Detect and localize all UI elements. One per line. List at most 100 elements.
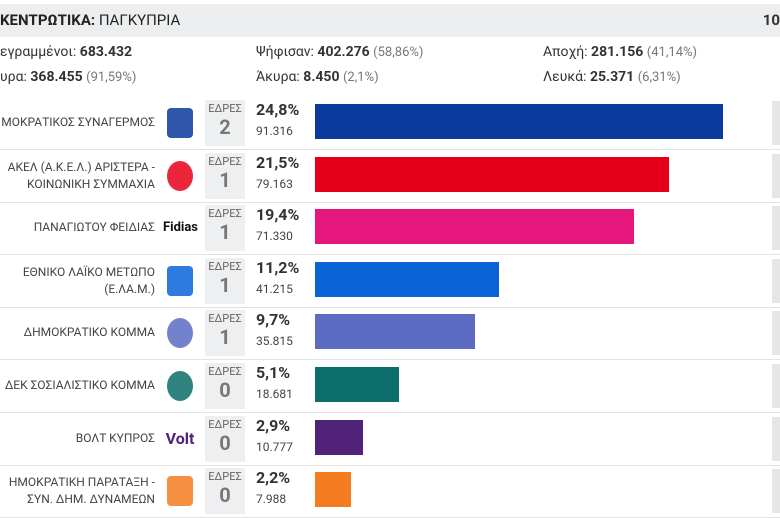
party-name: ΕΘΝΙΚΟ ΛΑΪΚΟ ΜΕΤΩΠΟ (Ε.ΛΑ.Μ.) (23, 264, 155, 298)
seats-label: ΕΔΡΕΣ (208, 154, 242, 168)
row-arrow (772, 101, 780, 145)
logo-mark (167, 265, 193, 296)
row-arrow (772, 153, 780, 198)
seats-box: ΕΔΡΕΣ 2 (205, 100, 245, 146)
logo-mark (167, 318, 193, 349)
party-logo (163, 103, 197, 143)
stat-label: Ψήφισαν: (256, 44, 314, 60)
party-row: ΜΟΚΡΑΤΙΚΟΣ ΣΥΝΑΓΕΡΜΟΣ ΕΔΡΕΣ 2 24,8% 91.316 (0, 97, 780, 150)
party-row: ΠΑΝΑΓΙΩΤΟΥ ΦΕΙΔΙΑΣ Fidias ΕΔΡΕΣ 1 19,4% 71.33… (0, 202, 780, 256)
stat-pct: (58,86%) (373, 45, 424, 60)
percent: 21,5% (256, 152, 300, 172)
votes: 35.815 (256, 334, 293, 349)
party-name: ΑΚΕΛ (Α.Κ.Ε.Λ.) ΑΡΙΣΤΕΡΑ - ΚΟΙΝΩΝΙΚΗ ΣΥΜΜ… (8, 159, 155, 193)
party-logo (163, 260, 197, 301)
seats: 1 (219, 325, 231, 350)
party-row: ΔΕΚ ΣΟΣΙΑΛΙΣΤΙΚΟ ΚΟΜΜΑ ΕΔΡΕΣ 0 5,1% 18.681 (0, 360, 780, 413)
stat-value: 368.455 (30, 69, 83, 85)
logo-mark (167, 371, 193, 401)
subtitle: ΠΑΓΚΥΠΡΙΑ (98, 11, 181, 29)
seats: 0 (219, 378, 231, 402)
seats-label: ΕΔΡΕΣ (208, 259, 242, 273)
percent: 11,2% (256, 257, 300, 277)
percent: 2,2% (256, 468, 291, 488)
stat-label: Αποχή: (543, 44, 588, 60)
seats: 1 (219, 167, 231, 192)
stat-label: εγραμμένοι: (0, 44, 77, 60)
header-bar: ΚΕΝΤΡΩΤΙΚΑ: ΠΑΓΚΥΠΡΙΑ 10 (0, 4, 780, 37)
title: ΚΕΝΤΡΩΤΙΚΑ: (0, 11, 96, 29)
seats: 0 (219, 483, 231, 508)
seats-box: ΕΔΡΕΣ 1 (205, 205, 245, 252)
seats: 0 (219, 430, 231, 455)
stat-pct: (2,1%) (342, 70, 379, 85)
seats-box: ΕΔΡΕΣ 1 (205, 310, 245, 357)
party-name: ΜΟΚΡΑΤΙΚΟΣ ΣΥΝΑΓΕΡΜΟΣ (1, 114, 155, 131)
stat: εγραμμένοι: 683.432 (0, 44, 132, 60)
seats-box: ΕΔΡΕΣ 0 (205, 363, 245, 409)
stat-pct: (91,59%) (86, 70, 137, 85)
votes: 79.163 (256, 176, 293, 191)
seats: 1 (219, 220, 231, 245)
stat-value: 25.371 (589, 69, 635, 85)
party-name: ΔΕΚ ΣΟΣΙΑΛΙΣΤΙΚΟ ΚΟΜΜΑ (5, 377, 155, 394)
name-line: ΒΟΛΤ ΚΥΠΡΟΣ (75, 430, 155, 445)
bar (315, 156, 669, 192)
party-row: ΑΚΕΛ (Α.Κ.Ε.Λ.) ΑΡΙΣΤΕΡΑ - ΚΟΙΝΩΝΙΚΗ ΣΥΜΜ… (0, 150, 780, 203)
stat-label: υρα: (0, 69, 27, 85)
stat: υρα: 368.455 (91,59%) (0, 69, 136, 85)
percent: 19,4% (256, 205, 300, 225)
seats-box: ΕΔΡΕΣ 0 (205, 468, 245, 515)
stat-value: 281.156 (591, 44, 644, 60)
seats-label: ΕΔΡΕΣ (208, 470, 242, 484)
party-row: ΔΗΜΟΚΡΑΤΙΚΟ ΚΟΜΜΑ ΕΔΡΕΣ 1 9,7% 35.815 (0, 307, 780, 361)
bar (315, 472, 352, 508)
bar (315, 209, 635, 245)
stat: Αποχή: 281.156 (41,14%) (543, 44, 697, 60)
name-line: ΔΗΜΟΚΡΑΤΙΚΟ ΚΟΜΜΑ (23, 325, 155, 340)
bar (315, 314, 475, 350)
bar (315, 261, 500, 297)
row-arrow (772, 416, 780, 461)
party-logo (163, 471, 197, 512)
party-row: ΗΜΟΚΡΑΤΙΚΗ ΠΑΡΑΤΑΞΗ - ΣΥΝ. ΔΗΜ. ΔΥΝΑΜΕΩΝ Ε… (0, 465, 780, 518)
seats-label: ΕΔΡΕΣ (208, 102, 242, 115)
party-logo (163, 313, 197, 354)
row-arrow (772, 311, 780, 356)
logo-mark (167, 160, 193, 191)
header-right: 10 (762, 11, 780, 29)
stat: Λευκά: 25.371 (6,31%) (543, 69, 681, 85)
party-row: ΕΘΝΙΚΟ ΛΑΪΚΟ ΜΕΤΩΠΟ (Ε.ΛΑ.Μ.) ΕΔΡΕΣ 1 11,2% 4… (0, 255, 780, 308)
name-line: ΣΥΝ. ΔΗΜ. ΔΥΝΑΜΕΩΝ (27, 492, 155, 507)
name-line: ΔΕΚ ΣΟΣΙΑΛΙΣΤΙΚΟ ΚΟΜΜΑ (4, 378, 155, 392)
name-line: ΜΟΚΡΑΤΙΚΟΣ ΣΥΝΑΓΕΡΜΟΣ (1, 115, 155, 129)
name-line: ΠΑΝΑΓΙΩΤΟΥ ΦΕΙΔΙΑΣ (33, 220, 155, 235)
seats-label: ΕΔΡΕΣ (208, 312, 242, 326)
party-logo: Fidias (163, 208, 198, 249)
party-name: ΒΟΛΤ ΚΥΠΡΟΣ (76, 430, 155, 447)
stat-value: 402.276 (317, 44, 370, 60)
row-arrow (772, 206, 780, 251)
logo-text: Volt (165, 428, 195, 448)
party-name: ΠΑΝΑΓΙΩΤΟΥ ΦΕΙΔΙΑΣ (34, 219, 155, 236)
row-arrow (772, 258, 780, 303)
percent: 9,7% (256, 310, 291, 330)
seats-box: ΕΔΡΕΣ 1 (205, 152, 245, 199)
party-name: ΔΗΜΟΚΡΑΤΙΚΟ ΚΟΜΜΑ (24, 324, 155, 341)
votes: 41.215 (256, 281, 293, 296)
percent: 24,8% (256, 100, 300, 119)
party-logo: Volt (163, 418, 197, 459)
name-line: ΕΘΝΙΚΟ ΛΑΪΚΟ ΜΕΤΩΠΟ (22, 264, 155, 279)
party-row: ΒΟΛΤ ΚΥΠΡΟΣ Volt ΕΔΡΕΣ 0 2,9% 10.777 (0, 413, 780, 466)
votes: 18.681 (256, 387, 293, 401)
percent: 5,1% (256, 363, 291, 382)
logo-mark (167, 108, 193, 138)
stat-value: 8.450 (303, 69, 340, 85)
seats-box: ΕΔΡΕΣ 1 (205, 257, 245, 304)
votes: 71.330 (256, 229, 293, 244)
row-arrow (772, 469, 780, 514)
stat-label: Λευκά: (543, 69, 587, 85)
stat-pct: (41,14%) (646, 45, 698, 60)
party-name: ΗΜΟΚΡΑΤΙΚΗ ΠΑΡΑΤΑΞΗ - ΣΥΝ. ΔΗΜ. ΔΥΝΑΜΕΩΝ (9, 474, 155, 508)
